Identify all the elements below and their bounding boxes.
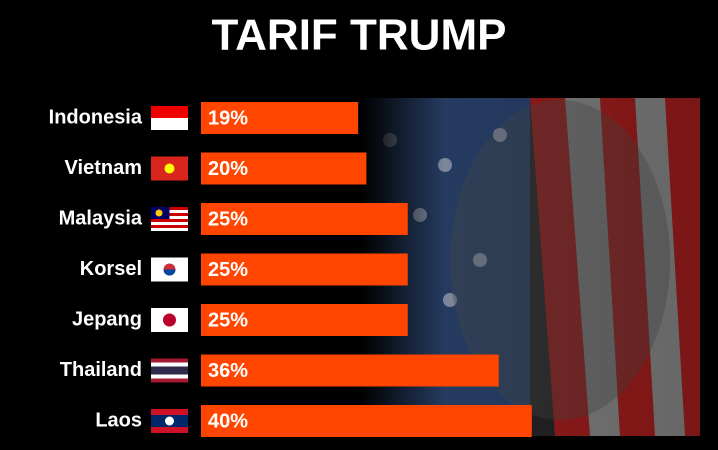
bar [201, 405, 532, 437]
flag [151, 106, 188, 130]
flag-part [151, 362, 188, 367]
category-label: Vietnam [65, 157, 142, 179]
value-label: 36% [208, 360, 248, 382]
flag [151, 156, 188, 181]
flag [151, 207, 188, 231]
bar [201, 102, 359, 134]
flag-part [151, 219, 188, 222]
flag-part [151, 222, 188, 225]
flag-part [164, 163, 175, 174]
chart-title: TARIF TRUMP [212, 11, 507, 60]
flag [151, 257, 188, 282]
flag-part [151, 225, 188, 228]
value-label: 25% [208, 259, 248, 281]
flag [151, 409, 188, 433]
value-label: 20% [208, 158, 248, 180]
flag-part [165, 416, 174, 426]
bar [201, 354, 499, 387]
background-image [360, 98, 700, 436]
flag-part [151, 228, 188, 231]
flag [151, 358, 188, 383]
value-label: 25% [208, 208, 248, 230]
category-label: Thailand [60, 359, 142, 381]
category-label: Jepang [72, 308, 142, 330]
category-label: Indonesia [49, 106, 143, 128]
flag-part [151, 378, 188, 383]
bar [201, 203, 408, 235]
value-label: 25% [208, 309, 248, 331]
flag-part [151, 118, 188, 130]
category-label: Malaysia [59, 207, 143, 229]
value-label: 19% [208, 107, 248, 129]
value-label: 40% [208, 410, 248, 432]
bar [201, 304, 408, 336]
bar [201, 152, 367, 185]
flag-part [151, 366, 188, 375]
category-label: Korsel [80, 258, 142, 280]
flag-part [163, 313, 176, 327]
flag-part [151, 374, 188, 379]
flag-part [151, 106, 188, 118]
flag-part [151, 358, 188, 363]
category-label: Laos [95, 409, 142, 431]
flag [151, 308, 188, 332]
bar [201, 253, 408, 286]
flag-part [155, 209, 163, 217]
flag-part [163, 269, 176, 276]
